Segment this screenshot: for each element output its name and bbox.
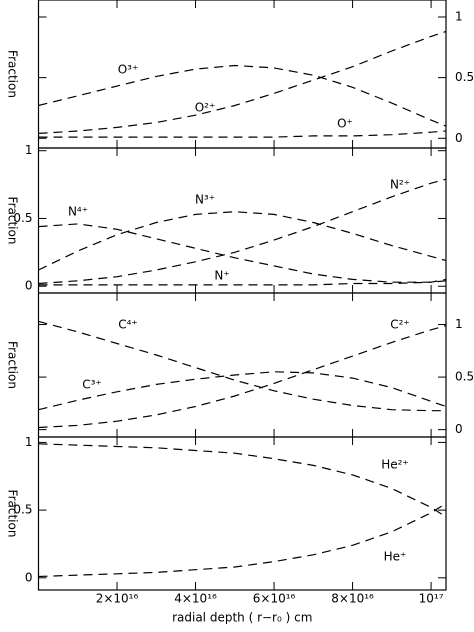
ion-fraction-line bbox=[38, 211, 447, 271]
ion-label: He⁺ bbox=[384, 550, 407, 564]
ion-label: N⁺ bbox=[214, 269, 229, 283]
x-tick-label: 4×10¹⁶ bbox=[174, 592, 217, 606]
y-tick-label: 1 bbox=[455, 317, 463, 331]
y-tick-label: 0 bbox=[455, 131, 463, 145]
y-axis-title: Fraction bbox=[6, 197, 20, 245]
ion-label: C⁴⁺ bbox=[118, 318, 138, 332]
panel-frame bbox=[37, 0, 447, 149]
y-tick-label: 1 bbox=[455, 9, 463, 23]
ion-fraction-line bbox=[38, 443, 447, 518]
y-tick-label: 0 bbox=[455, 422, 463, 436]
ion-label: He²⁺ bbox=[381, 458, 409, 472]
ion-label: O³⁺ bbox=[118, 63, 139, 77]
x-tick-label: 6×10¹⁶ bbox=[253, 592, 296, 606]
ion-fraction-line bbox=[38, 371, 447, 411]
y-axis-title: Fraction bbox=[6, 50, 20, 98]
ion-fraction-line bbox=[38, 30, 447, 134]
panel-frame bbox=[37, 292, 447, 438]
ion-fraction-line bbox=[38, 320, 446, 412]
ion-fraction-line bbox=[38, 502, 447, 578]
ion-fraction-line bbox=[38, 223, 447, 283]
y-tick-label: 0.5 bbox=[13, 211, 32, 225]
x-tick-label: 2×10¹⁶ bbox=[96, 592, 139, 606]
ion-label: C³⁺ bbox=[82, 378, 102, 392]
ion-label: N³⁺ bbox=[195, 193, 215, 207]
y-axis-title: Fraction bbox=[6, 341, 20, 389]
ion-fraction-line bbox=[38, 178, 447, 285]
ion-fraction-line bbox=[38, 130, 447, 138]
x-tick-label: 10¹⁷ bbox=[419, 592, 444, 606]
y-tick-label: 0.5 bbox=[455, 70, 474, 84]
y-axis-title: Fraction bbox=[6, 490, 20, 538]
panel-frame bbox=[37, 436, 447, 591]
ion-fraction-line bbox=[38, 278, 447, 286]
ion-fraction-line bbox=[38, 64, 447, 127]
panel-frame bbox=[37, 147, 447, 294]
ion-label: N²⁺ bbox=[390, 178, 410, 192]
y-tick-label: 0.5 bbox=[13, 503, 32, 517]
y-tick-label: 1 bbox=[25, 435, 33, 449]
x-axis-title: radial depth ( r−r₀ ) cm bbox=[172, 611, 312, 625]
x-tick-label: 8×10¹⁶ bbox=[331, 592, 374, 606]
y-tick-label: 0 bbox=[25, 279, 33, 293]
y-tick-label: 1 bbox=[25, 143, 33, 157]
ion-label: O⁺ bbox=[337, 117, 353, 131]
y-tick-label: 0 bbox=[25, 570, 33, 584]
ion-label: O²⁺ bbox=[195, 101, 216, 115]
ion-label: N⁴⁺ bbox=[68, 205, 88, 219]
ion-label: C²⁺ bbox=[390, 318, 410, 332]
y-tick-label: 0.5 bbox=[455, 370, 474, 384]
